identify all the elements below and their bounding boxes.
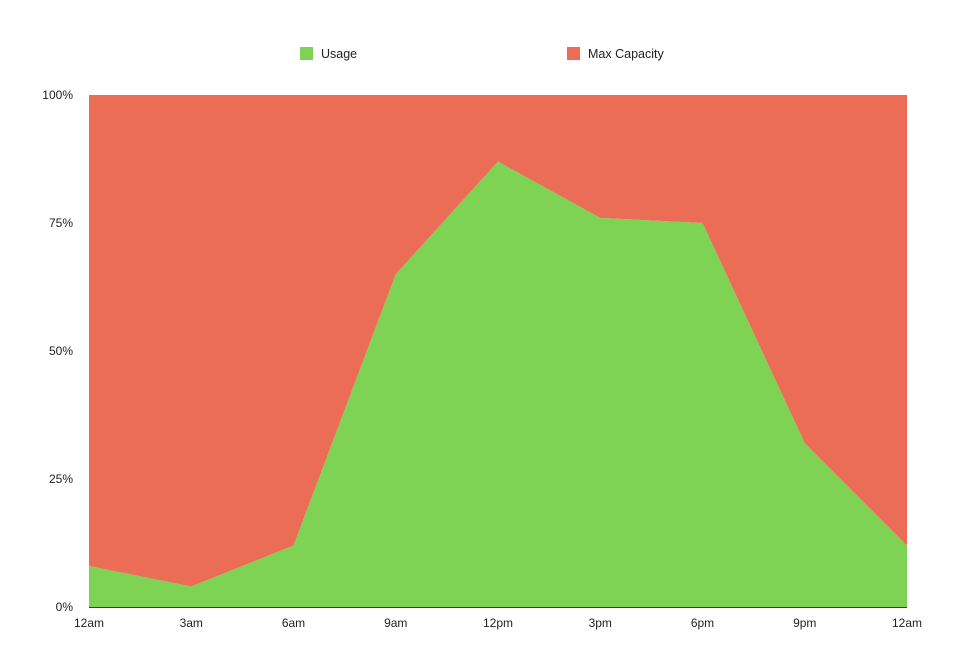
series-area-max-capacity	[89, 95, 907, 587]
legend-swatch	[300, 47, 313, 60]
x-tick-label: 9pm	[793, 616, 816, 630]
x-tick-label: 12pm	[483, 616, 513, 630]
x-axis-ticks: 12am 3am 6am 9am 12pm 3pm 6pm 9pm 12am	[74, 616, 922, 630]
x-tick-label: 6am	[282, 616, 305, 630]
legend-item-max-capacity: Max Capacity	[567, 47, 664, 61]
y-axis-ticks: 0% 25% 50% 75% 100%	[42, 88, 73, 614]
series-area-usage	[89, 161, 907, 607]
y-tick-label: 50%	[49, 344, 73, 358]
x-tick-label: 9am	[384, 616, 407, 630]
y-tick-label: 75%	[49, 216, 73, 230]
x-tick-label: 3am	[180, 616, 203, 630]
chart-areas	[89, 95, 907, 607]
x-tick-label: 3pm	[589, 616, 612, 630]
chart-legend: Usage Max Capacity	[300, 47, 664, 61]
x-tick-label: 6pm	[691, 616, 714, 630]
legend-swatch	[567, 47, 580, 60]
legend-item-usage: Usage	[300, 47, 357, 61]
x-tick-label: 12am	[74, 616, 104, 630]
x-tick-label: 12am	[892, 616, 922, 630]
y-tick-label: 0%	[56, 600, 74, 614]
y-tick-label: 100%	[42, 88, 73, 102]
legend-label: Usage	[321, 47, 357, 61]
y-tick-label: 25%	[49, 472, 73, 486]
legend-label: Max Capacity	[588, 47, 664, 61]
